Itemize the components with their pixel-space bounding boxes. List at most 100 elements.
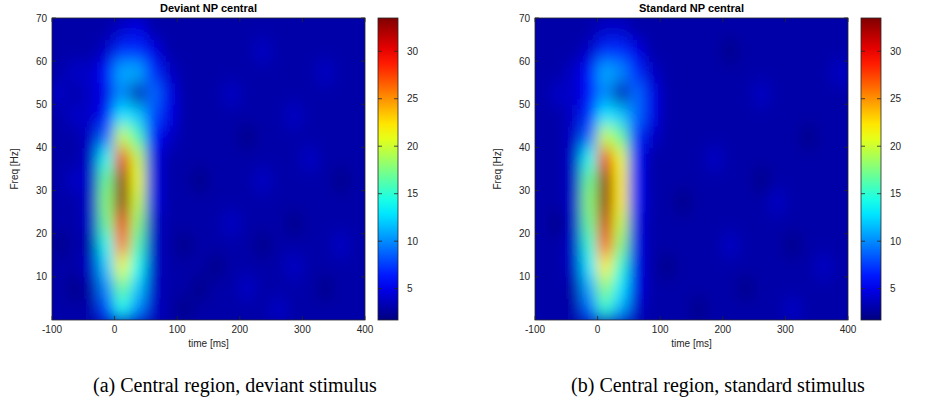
cell [318,104,335,127]
colorbar-tick [394,193,398,194]
cell [581,39,598,62]
cell [769,147,786,170]
cell [832,82,848,105]
x-tick [660,18,661,22]
colorbar-tick-label: 15 [890,188,902,199]
cell [286,255,303,278]
cell [613,212,630,235]
cell [83,125,100,148]
cell [192,82,209,105]
cell [566,190,583,213]
colorbar-tick [861,98,865,99]
cell [145,18,162,40]
cell [318,82,335,105]
cell [644,18,661,40]
cell [52,190,68,213]
cell [208,82,225,105]
cell [208,190,225,213]
cell [550,233,567,256]
cell [550,147,567,170]
cell [130,39,147,62]
cell [224,276,241,299]
colorbar-tick [378,193,382,194]
cell [769,190,786,213]
cell [769,82,786,105]
cell [535,169,551,192]
cell [581,212,598,235]
cell [333,233,350,256]
y-tick [52,233,56,234]
cell [785,104,802,127]
cell [535,233,551,256]
cell [286,82,303,105]
y-tick [844,190,848,191]
cell [832,233,848,256]
cell [318,190,335,213]
cell [98,190,115,213]
cell [738,82,755,105]
cell [333,82,350,105]
colorbar-tick-label: 10 [407,236,419,247]
cell [83,104,100,127]
y-tick [844,61,848,62]
cell [550,125,567,148]
cell [801,61,818,84]
cell [98,39,115,62]
x-tick [597,316,598,320]
cell [613,147,630,170]
cell [286,169,303,192]
cell [785,169,802,192]
cell [52,212,68,235]
cell [581,276,598,299]
x-tick-label: 100 [652,324,669,335]
cell [660,82,677,105]
cell [177,233,194,256]
axes-frame [535,18,848,320]
cell [754,233,771,256]
cell [785,276,802,299]
cell [177,39,194,62]
y-axis-title: Freq [Hz] [9,148,20,189]
cell [597,169,614,192]
cell [597,82,614,105]
cell [785,125,802,148]
cell [816,212,833,235]
cell [597,18,614,40]
cell [161,39,178,62]
colorbar-tick [877,193,881,194]
cell [832,276,848,299]
cell [177,190,194,213]
cell [333,125,350,148]
cell [271,190,288,213]
colorbar-tick [861,146,865,147]
cell [675,298,692,320]
cell [801,233,818,256]
cell [192,255,209,278]
x-tick [177,316,178,320]
y-tick [535,18,539,19]
cell [192,298,209,320]
cell [239,169,256,192]
cell [224,125,241,148]
colorbar-tick [877,241,881,242]
cell [816,190,833,213]
x-tick [848,316,849,320]
cell [566,104,583,127]
cell [722,255,739,278]
cell [239,61,256,84]
cell [801,82,818,105]
cell [722,169,739,192]
cell [52,18,68,40]
cell [816,18,833,40]
cell [675,125,692,148]
y-tick-label: 10 [36,271,48,282]
cell [145,255,162,278]
cell [52,255,68,278]
cell [349,104,365,127]
cell [98,147,115,170]
cell [550,212,567,235]
cell [550,18,567,40]
cell [52,82,68,105]
cell [224,255,241,278]
cell [83,255,100,278]
